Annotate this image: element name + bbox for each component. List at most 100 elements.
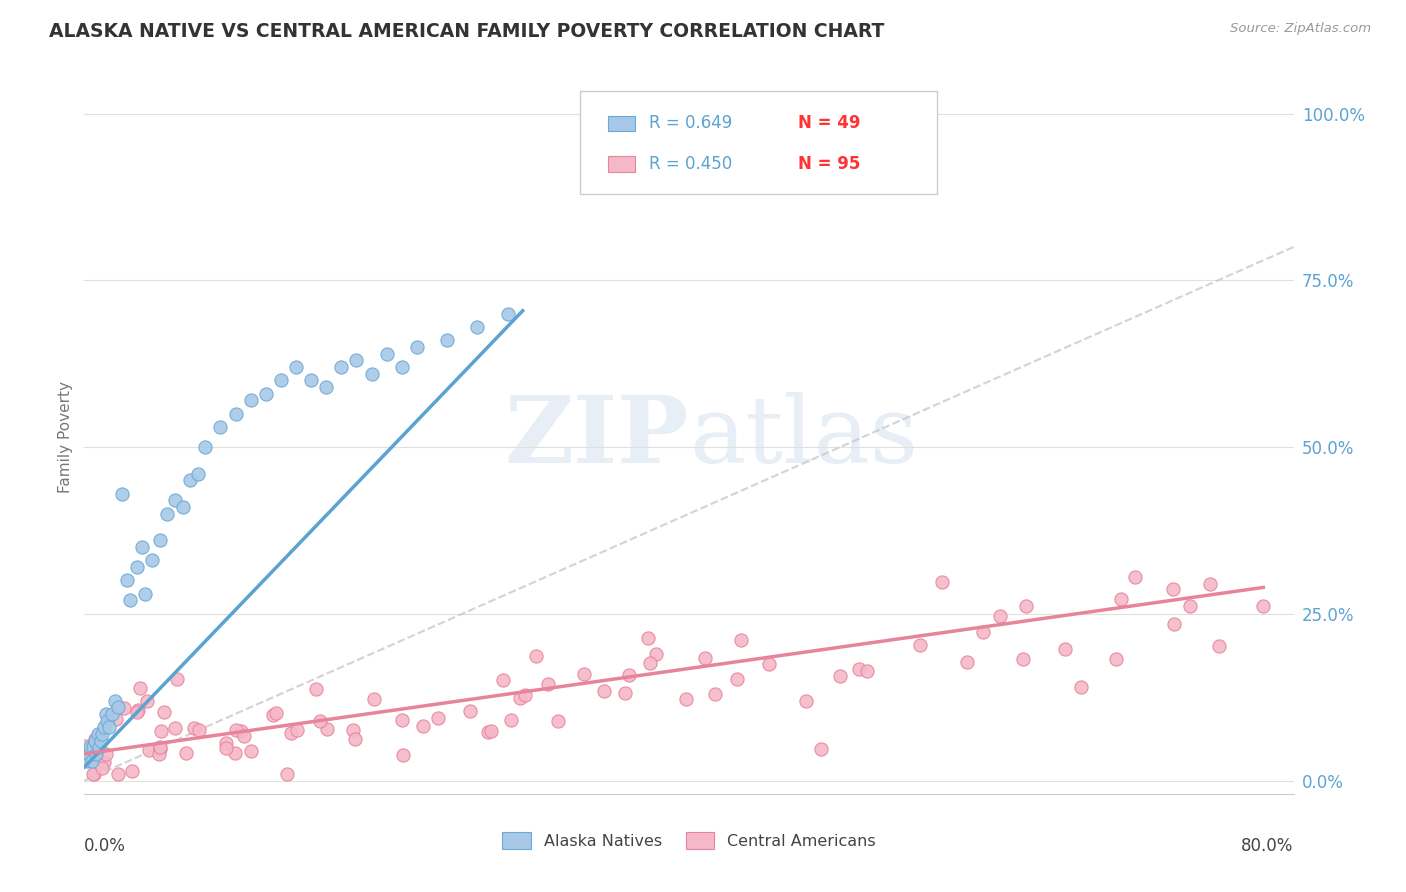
- Point: [910, 638, 932, 652]
- Text: R = 0.450: R = 0.450: [650, 155, 733, 173]
- Point: [536, 676, 558, 690]
- Point: [89, 740, 111, 755]
- FancyBboxPatch shape: [607, 116, 634, 131]
- Point: [513, 689, 536, 703]
- Point: [93, 720, 115, 734]
- Point: [572, 667, 595, 681]
- Point: [111, 487, 134, 501]
- Point: [1163, 617, 1185, 632]
- Point: [127, 560, 149, 574]
- Point: [141, 553, 163, 567]
- Point: [104, 693, 127, 707]
- Text: R = 0.649: R = 0.649: [650, 114, 733, 132]
- Point: [285, 723, 308, 738]
- Point: [645, 647, 668, 661]
- Point: [138, 743, 160, 757]
- Point: [96, 714, 118, 728]
- Point: [91, 727, 114, 741]
- Text: N = 95: N = 95: [797, 155, 860, 173]
- Point: [82, 740, 104, 755]
- Point: [509, 690, 531, 705]
- Point: [87, 727, 110, 741]
- Point: [125, 706, 148, 720]
- Point: [83, 750, 105, 764]
- Point: [391, 713, 413, 727]
- Point: [619, 668, 641, 682]
- Point: [972, 624, 994, 639]
- Point: [285, 359, 308, 374]
- Point: [148, 747, 170, 762]
- Point: [492, 673, 515, 688]
- Point: [1123, 570, 1146, 584]
- Point: [391, 359, 413, 374]
- Point: [467, 320, 489, 334]
- Point: [1109, 592, 1132, 607]
- Point: [931, 575, 953, 590]
- Point: [118, 593, 141, 607]
- Point: [149, 741, 172, 756]
- Point: [360, 367, 382, 381]
- Point: [94, 747, 117, 761]
- Point: [375, 347, 398, 361]
- Point: [343, 731, 366, 746]
- Point: [1105, 651, 1128, 665]
- Y-axis label: Family Poverty: Family Poverty: [58, 381, 73, 493]
- Point: [129, 681, 152, 696]
- Point: [131, 540, 153, 554]
- Point: [166, 672, 188, 686]
- Point: [165, 721, 187, 735]
- Point: [172, 500, 194, 515]
- Point: [1199, 576, 1222, 591]
- Point: [794, 694, 817, 708]
- Point: [84, 732, 107, 747]
- Point: [76, 754, 98, 768]
- Point: [406, 340, 429, 354]
- Point: [955, 655, 977, 669]
- Point: [501, 713, 523, 727]
- Point: [458, 704, 481, 718]
- Point: [149, 740, 172, 755]
- Point: [342, 723, 364, 737]
- Point: [330, 359, 353, 374]
- Point: [304, 682, 326, 697]
- Point: [638, 657, 661, 671]
- Point: [725, 672, 748, 686]
- Point: [477, 725, 499, 739]
- Point: [479, 724, 502, 739]
- Point: [280, 726, 302, 740]
- Point: [100, 706, 122, 721]
- Point: [136, 694, 159, 708]
- Point: [276, 767, 298, 781]
- Point: [346, 353, 368, 368]
- Point: [209, 420, 232, 434]
- Point: [91, 761, 114, 775]
- Point: [84, 733, 107, 747]
- Point: [215, 740, 238, 755]
- Point: [593, 684, 616, 698]
- Text: atlas: atlas: [689, 392, 918, 482]
- Point: [363, 691, 385, 706]
- Point: [187, 467, 209, 481]
- FancyBboxPatch shape: [607, 156, 634, 172]
- Text: ALASKA NATIVE VS CENTRAL AMERICAN FAMILY POVERTY CORRELATION CHART: ALASKA NATIVE VS CENTRAL AMERICAN FAMILY…: [49, 22, 884, 41]
- Point: [233, 729, 256, 743]
- Point: [270, 373, 292, 387]
- Point: [1161, 582, 1184, 597]
- Point: [693, 651, 716, 665]
- Point: [121, 764, 143, 778]
- Point: [83, 767, 105, 781]
- Point: [988, 608, 1011, 623]
- Point: [496, 307, 519, 321]
- Text: ZIP: ZIP: [505, 392, 689, 482]
- Point: [855, 665, 877, 679]
- Point: [427, 711, 450, 725]
- Point: [391, 748, 413, 763]
- Text: Source: ZipAtlas.com: Source: ZipAtlas.com: [1230, 22, 1371, 36]
- Point: [127, 702, 149, 716]
- Point: [104, 713, 127, 727]
- Point: [97, 720, 120, 734]
- Point: [94, 706, 117, 721]
- Point: [315, 722, 337, 736]
- Point: [637, 631, 659, 645]
- Text: N = 49: N = 49: [797, 114, 860, 132]
